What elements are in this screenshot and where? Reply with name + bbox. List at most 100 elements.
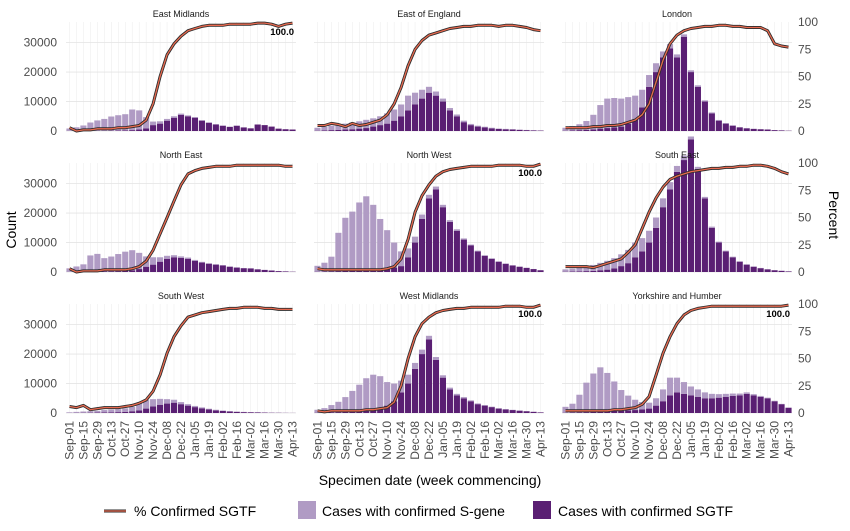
bar-sgtf <box>170 117 178 131</box>
bar-sgene <box>639 238 646 252</box>
bar-sgene <box>446 220 453 222</box>
bar-sgtf <box>233 411 240 413</box>
bar-sgene <box>335 401 342 413</box>
bar-sgtf <box>136 129 143 131</box>
bar-sgtf <box>398 116 405 131</box>
bar-sgtf <box>576 271 583 272</box>
x-tick-label: Sep-15 <box>76 421 90 460</box>
bar-sgtf <box>509 129 516 131</box>
x-tick-label: Oct-27 <box>118 421 132 457</box>
percent-tick-label: 100 <box>798 156 818 170</box>
bar-sgene <box>562 127 569 131</box>
bar-sgtf <box>701 198 708 272</box>
bar-sgene <box>384 230 391 269</box>
bar-sgene <box>453 229 460 231</box>
bar-sgtf <box>604 269 611 272</box>
percent-tick-label: 75 <box>798 42 812 56</box>
bar-sgtf <box>219 265 226 272</box>
bar-sgene <box>198 261 205 263</box>
bar-sgtf <box>576 130 583 131</box>
bar-sgene <box>666 377 674 396</box>
bar-sgtf <box>254 269 261 272</box>
bar-sgtf <box>254 124 261 131</box>
bar-sgtf <box>502 263 509 272</box>
bar-sgtf <box>583 412 590 413</box>
bar-sgtf <box>446 221 453 272</box>
count-axis-ticks: 0 10000 20000 30000 0 10000 20000 30000 0 10000 20… <box>24 36 58 420</box>
bar-sgene <box>66 412 73 413</box>
bar-sgtf <box>157 404 164 413</box>
bar-sgene <box>701 100 708 102</box>
bar-sgtf <box>743 128 750 131</box>
bar-sgtf <box>764 129 771 131</box>
percent-tick-label: 100 <box>798 15 818 29</box>
pct-line <box>317 24 541 128</box>
bar-sgene <box>701 392 708 399</box>
bar-sgtf <box>261 125 268 131</box>
bar-sgene <box>418 214 426 219</box>
bar-sgene <box>321 408 328 413</box>
bar-sgene <box>576 394 583 413</box>
bar-sgene <box>715 241 722 243</box>
bar-sgtf <box>405 383 412 413</box>
bar-sgtf <box>708 227 715 272</box>
bar-sgene <box>101 118 108 131</box>
bar-sgtf <box>666 48 674 131</box>
y-axis-right-title: Percent <box>826 191 842 239</box>
bar-sgtf <box>673 392 681 413</box>
bar-sgene <box>163 255 171 259</box>
count-tick-label: 10000 <box>24 377 58 391</box>
bar-sgtf <box>150 406 157 413</box>
bar-sgtf <box>583 129 590 131</box>
bar-sgene <box>177 256 185 258</box>
bar-sgtf <box>715 397 722 413</box>
legend-swatch-sgene <box>298 501 316 519</box>
bar-sgene <box>418 349 426 355</box>
y-axis-left-title: Count <box>3 211 19 248</box>
panel-title: North East <box>160 150 203 160</box>
x-tick-label: Jan-19 <box>698 421 712 458</box>
bar-sgtf <box>736 395 743 413</box>
percent-tick-label: 25 <box>798 238 812 252</box>
bar-sgene <box>653 217 660 228</box>
bar-sgtf <box>122 411 129 413</box>
bar-sgtf <box>583 271 590 272</box>
end-value-label: 100.0 <box>518 168 542 179</box>
bar-sgtf <box>530 411 537 413</box>
bar-sgtf <box>247 412 254 413</box>
bar-sgtf <box>680 36 688 131</box>
bar-sgene <box>673 54 681 58</box>
bar-sgtf <box>143 266 150 272</box>
bar-sgene <box>136 402 143 411</box>
x-tick-label: Sep-01 <box>311 421 325 460</box>
bar-sgtf <box>639 409 646 413</box>
bar-sgtf <box>184 405 192 413</box>
bar-sgtf <box>356 128 363 131</box>
bar-sgtf <box>177 257 185 272</box>
bar-sgene <box>694 166 701 169</box>
bar-sgene <box>80 125 87 131</box>
bar-sgene <box>597 367 604 412</box>
bar-sgene <box>108 256 115 272</box>
bar-sgtf <box>370 410 377 413</box>
x-tick-label: Mar-02 <box>244 421 258 459</box>
bar-sgene <box>722 393 729 397</box>
x-tick-label: Dec-08 <box>408 421 422 460</box>
bar-sgtf <box>335 271 342 272</box>
bar-sgtf <box>625 263 632 272</box>
bar-sgene <box>108 116 115 131</box>
panel-title: West Midlands <box>400 291 459 301</box>
bar-sgtf <box>687 72 695 131</box>
bar-sgene <box>177 402 185 405</box>
bar-sgtf <box>750 395 757 413</box>
bar-sgene <box>136 110 143 130</box>
bar-sgtf <box>729 257 736 272</box>
bar-sgtf <box>268 270 275 272</box>
count-tick-label: 10000 <box>24 95 58 109</box>
bar-sgtf <box>398 392 405 413</box>
x-tick-label: Sep-15 <box>324 421 338 460</box>
bar-sgtf <box>432 189 440 272</box>
bar-sgtf <box>639 251 646 272</box>
bar-sgtf <box>481 255 488 272</box>
bar-sgene <box>143 117 150 129</box>
